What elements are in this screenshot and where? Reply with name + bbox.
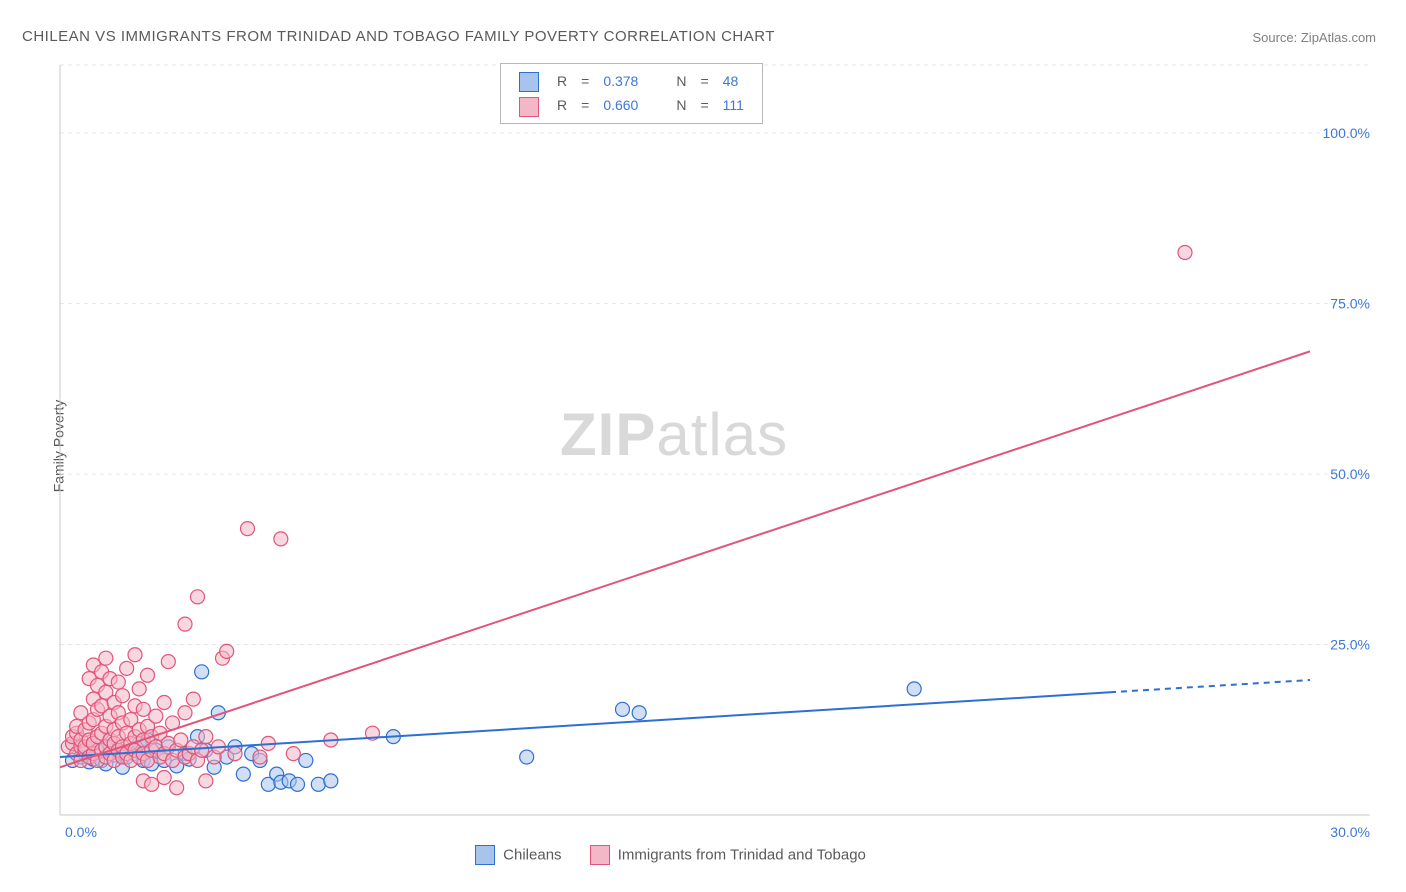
series-legend: Chileans Immigrants from Trinidad and To… [475,845,894,865]
source-attribution: Source: ZipAtlas.com [1252,30,1376,45]
y-tick-label: 100.0% [1323,125,1370,141]
legend-item: Chileans [475,846,562,863]
data-point-tt [111,675,125,689]
x-tick-label: 0.0% [65,824,97,840]
data-point-tt [199,774,213,788]
data-point-tt [161,655,175,669]
data-point-tt [170,781,184,795]
data-point-tt [1178,246,1192,260]
data-point-tt [253,750,267,764]
legend-item: Immigrants from Trinidad and Tobago [590,846,866,863]
data-point-chileans [907,682,921,696]
legend-N-label: N [670,94,692,116]
legend-R-label: R [551,94,573,116]
data-point-tt [178,617,192,631]
legend-eq: = [694,94,714,116]
legend-eq: = [575,70,595,92]
legend-R-value: 0.378 [597,70,644,92]
legend-R-value: 0.660 [597,94,644,116]
data-point-chileans [324,774,338,788]
legend-stats-row-tt: R=0.660N=111 [513,94,750,116]
data-point-tt [141,668,155,682]
legend-eq: = [694,70,714,92]
data-point-tt [136,702,150,716]
data-point-tt [220,644,234,658]
regression-line-extension-chileans [1110,680,1310,692]
legend-label: Immigrants from Trinidad and Tobago [614,847,866,864]
data-point-chileans [195,665,209,679]
data-point-tt [286,747,300,761]
data-point-chileans [299,753,313,767]
data-point-tt [199,730,213,744]
legend-stats-row-chileans: R=0.378N=48 [513,70,750,92]
data-point-tt [128,648,142,662]
data-point-chileans [311,777,325,791]
data-point-tt [145,777,159,791]
data-point-tt [132,682,146,696]
legend-N-value: 111 [717,94,750,116]
legend-R-label: R [551,70,573,92]
legend-N-label: N [670,70,692,92]
data-point-chileans [291,777,305,791]
y-tick-label: 25.0% [1330,637,1370,653]
correlation-stats-legend: R=0.378N=48R=0.660N=111 [500,63,763,124]
data-point-tt [116,689,130,703]
chart-title: CHILEAN VS IMMIGRANTS FROM TRINIDAD AND … [22,28,775,45]
legend-N-value: 48 [717,70,750,92]
legend-swatch [519,72,539,92]
data-point-chileans [632,706,646,720]
data-point-tt [186,692,200,706]
data-point-chileans [616,702,630,716]
regression-line-tt [60,351,1310,767]
data-point-tt [99,651,113,665]
data-point-chileans [520,750,534,764]
correlation-scatter-chart: 25.0% 50.0% 75.0% 100.0% 0.0% 30.0% [55,60,1385,850]
data-point-tt [178,706,192,720]
data-point-tt [174,733,188,747]
data-point-tt [195,743,209,757]
data-point-tt [157,771,171,785]
legend-eq: = [575,94,595,116]
data-point-tt [149,709,163,723]
legend-swatch [590,845,610,865]
y-tick-label: 75.0% [1330,296,1370,312]
legend-swatch [475,845,495,865]
legend-label: Chileans [499,847,562,864]
data-point-tt [228,747,242,761]
data-point-chileans [236,767,250,781]
data-point-tt [157,696,171,710]
regression-line-chileans [60,692,1110,757]
x-tick-label: 30.0% [1330,824,1370,840]
data-point-tt [191,590,205,604]
data-point-tt [274,532,288,546]
data-point-tt [241,522,255,536]
data-point-tt [120,661,134,675]
y-tick-label: 50.0% [1330,466,1370,482]
legend-swatch [519,97,539,117]
